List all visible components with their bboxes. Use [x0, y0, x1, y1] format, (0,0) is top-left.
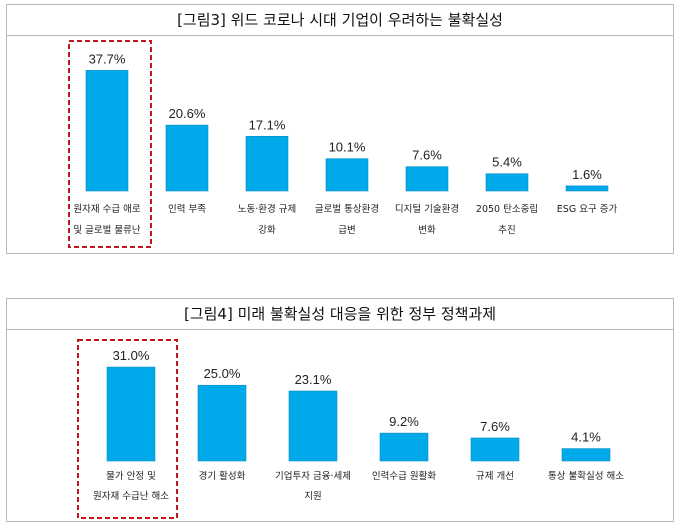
- bar: [470, 437, 520, 462]
- data-label: 37.7%: [89, 51, 126, 66]
- data-label: 9.2%: [389, 414, 419, 429]
- bar-chart: 37.7% 원자재 수급 애로및 글로벌 물류난 20.6% 인력 부족 17.1% 노동…: [68, 40, 618, 248]
- data-label: 7.6%: [412, 148, 442, 163]
- category-label: 원자재 수급난 해소: [93, 490, 169, 502]
- category-label: 변화: [418, 225, 436, 236]
- category-label: 기업투자 금융·세제: [275, 470, 351, 482]
- bar: [85, 70, 129, 192]
- highlight-box: [77, 339, 178, 519]
- category-label: 규제 개선: [476, 471, 514, 482]
- bar: [106, 366, 156, 462]
- chart-panel-2: [그림4] 미래 불확실성 대응을 위한 정부 정책과제 31.0% 물가 안정 …: [6, 298, 674, 522]
- bar: [197, 384, 247, 462]
- category-label: ESG 요구 증가: [557, 204, 618, 215]
- category-label: 디지털 기술환경: [395, 203, 459, 215]
- chart-title: [그림3] 위드 코로나 시대 기업이 우려하는 불확실성: [7, 5, 673, 36]
- category-label: 2050 탄소중립: [476, 203, 538, 215]
- data-label: 1.6%: [572, 167, 602, 182]
- data-label: 23.1%: [295, 372, 332, 387]
- data-label: 5.4%: [492, 155, 522, 170]
- category-label: 및 글로벌 물류난: [73, 224, 140, 236]
- bar: [405, 166, 449, 192]
- category-label: 강화: [258, 225, 276, 236]
- category-label: 물가 안정 및: [106, 470, 156, 482]
- chart-panel-1: [그림3] 위드 코로나 시대 기업이 우려하는 불확실성 37.7% 원자재 수…: [6, 4, 674, 254]
- bar: [485, 173, 529, 192]
- category-label: 경기 활성화: [199, 470, 246, 482]
- category-label: 지원: [304, 491, 321, 502]
- chart-title: [그림4] 미래 불확실성 대응을 위한 정부 정책과제: [7, 299, 673, 330]
- category-label: 인력수급 원활화: [372, 470, 436, 482]
- category-label: 원자재 수급 애로: [73, 204, 140, 215]
- category-label: 통상 불확실성 해소: [548, 470, 624, 482]
- data-label: 10.1%: [329, 140, 366, 155]
- category-label: 인력 부족: [168, 203, 206, 215]
- bar: [379, 432, 429, 462]
- bar: [565, 185, 609, 192]
- bar: [245, 135, 289, 192]
- data-label: 20.6%: [169, 106, 206, 121]
- bar: [165, 124, 209, 192]
- data-label: 17.1%: [249, 117, 286, 132]
- data-label: 25.0%: [204, 366, 241, 381]
- data-label: 7.6%: [480, 419, 510, 434]
- highlight-box: [68, 40, 152, 248]
- category-label: 노동·환경 규제: [238, 203, 296, 215]
- data-label: 4.1%: [571, 430, 601, 445]
- category-label: 글로벌 통상환경: [315, 203, 379, 215]
- category-label: 추진: [498, 225, 515, 236]
- category-label: 급변: [338, 225, 355, 236]
- bar: [561, 448, 611, 462]
- data-label: 31.0%: [113, 348, 150, 363]
- bar: [325, 158, 369, 192]
- bar: [288, 390, 338, 462]
